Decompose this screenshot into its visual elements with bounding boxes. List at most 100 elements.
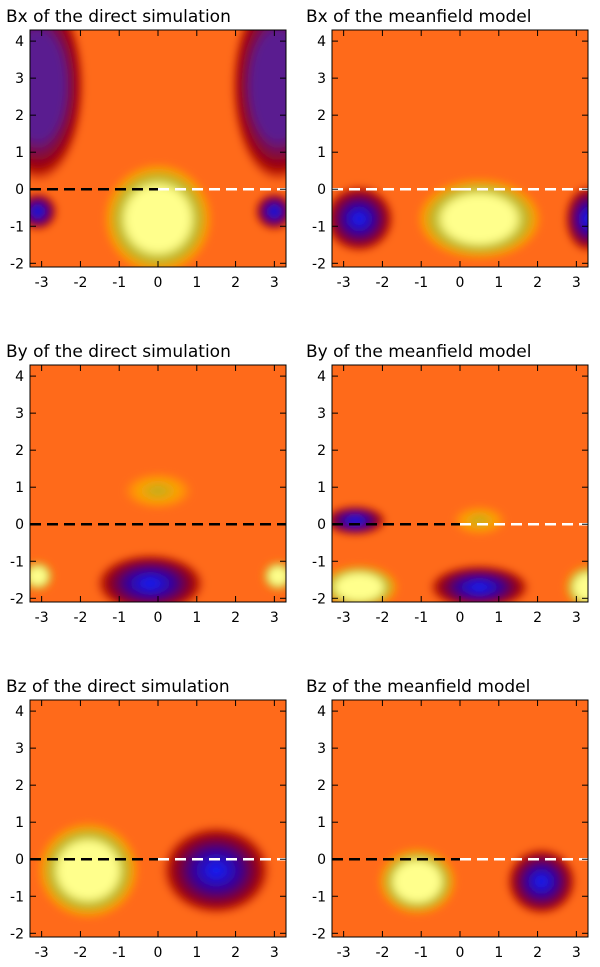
y-tick-label: -2 bbox=[312, 591, 326, 607]
x-tick-label: 3 bbox=[572, 275, 581, 291]
panel-by-of-the-direct-simulation: By of the direct simulation -3 -2 -1 0 1 2 3 -2 -… bbox=[6, 342, 287, 626]
heatmap-area bbox=[30, 30, 286, 267]
panel-title: Bx of the meanfield model bbox=[306, 7, 531, 27]
field-negative-blob bbox=[506, 848, 577, 915]
x-tick-label: -1 bbox=[414, 275, 428, 291]
x-tick-label: -1 bbox=[112, 275, 126, 291]
field-negative-blob bbox=[161, 825, 271, 915]
x-tick-label: 2 bbox=[231, 945, 240, 961]
x-tick-label: -3 bbox=[35, 610, 49, 626]
field-negative-blob bbox=[231, 30, 286, 182]
field-positive-blob bbox=[452, 505, 507, 536]
panel-by-of-the-meanfield-model: By of the meanfield model -3 -2 -1 0 1 2 3 -2 -1 0… bbox=[306, 342, 589, 626]
y-tick-label: 4 bbox=[317, 704, 326, 720]
x-tick-label: 3 bbox=[270, 610, 279, 626]
x-tick-label: 3 bbox=[270, 275, 279, 291]
x-tick-label: 2 bbox=[533, 945, 542, 961]
field-negative-blob bbox=[30, 30, 85, 182]
y-tick-label: 2 bbox=[317, 108, 326, 124]
field-positive-blob bbox=[378, 848, 457, 915]
y-tick-label: -1 bbox=[312, 219, 326, 235]
x-tick-label: -2 bbox=[375, 275, 389, 291]
x-tick-label: 1 bbox=[192, 275, 201, 291]
field-positive-blob bbox=[332, 564, 398, 602]
panel-title: Bz of the direct simulation bbox=[6, 677, 230, 697]
x-tick-label: 0 bbox=[456, 275, 465, 291]
heatmap-background bbox=[332, 365, 588, 602]
x-tick-label: 1 bbox=[494, 610, 503, 626]
y-tick-label: 0 bbox=[317, 852, 326, 868]
y-tick-label: 1 bbox=[15, 480, 24, 496]
panel-title: Bz of the meanfield model bbox=[306, 677, 530, 697]
y-tick-label: 0 bbox=[15, 852, 24, 868]
x-tick-label: -3 bbox=[337, 610, 351, 626]
x-tick-label: 2 bbox=[231, 610, 240, 626]
field-negative-blob bbox=[428, 564, 530, 602]
field-negative-blob bbox=[254, 192, 286, 230]
heatmap-area bbox=[30, 700, 286, 937]
x-tick-label: 2 bbox=[231, 275, 240, 291]
x-tick-label: 0 bbox=[154, 945, 163, 961]
panel-title: By of the direct simulation bbox=[6, 342, 231, 362]
y-tick-label: 2 bbox=[317, 443, 326, 459]
x-tick-label: 3 bbox=[270, 945, 279, 961]
x-tick-label: 2 bbox=[533, 275, 542, 291]
field-positive-blob bbox=[123, 472, 193, 510]
panel-title: By of the meanfield model bbox=[306, 342, 531, 362]
y-tick-label: 4 bbox=[15, 369, 24, 385]
field-positive-blob bbox=[417, 178, 542, 260]
x-tick-label: 1 bbox=[494, 275, 503, 291]
y-tick-label: 1 bbox=[317, 815, 326, 831]
y-tick-label: 3 bbox=[15, 741, 24, 757]
x-tick-label: 0 bbox=[456, 945, 465, 961]
y-tick-label: 3 bbox=[317, 741, 326, 757]
y-tick-label: -2 bbox=[10, 256, 24, 272]
y-tick-label: -1 bbox=[10, 554, 24, 570]
x-tick-label: 1 bbox=[192, 945, 201, 961]
y-tick-label: 4 bbox=[15, 704, 24, 720]
field-positive-blob bbox=[30, 561, 54, 591]
y-tick-label: 4 bbox=[317, 369, 326, 385]
x-tick-label: -2 bbox=[375, 610, 389, 626]
panel-bx-of-the-meanfield-model: Bx of the meanfield model -3 -2 -1 0 1 2 3 -2 -1 0… bbox=[306, 7, 589, 291]
x-tick-label: -1 bbox=[112, 945, 126, 961]
x-tick-label: -2 bbox=[73, 945, 87, 961]
field-positive-blob bbox=[103, 163, 213, 267]
x-tick-label: 2 bbox=[533, 610, 542, 626]
y-tick-label: 1 bbox=[15, 815, 24, 831]
field-positive-blob bbox=[37, 822, 139, 919]
y-tick-label: 1 bbox=[317, 480, 326, 496]
heatmap-area bbox=[332, 365, 588, 602]
x-tick-label: -1 bbox=[414, 610, 428, 626]
y-tick-label: 4 bbox=[15, 34, 24, 50]
x-tick-label: 0 bbox=[154, 275, 163, 291]
x-tick-label: -3 bbox=[35, 275, 49, 291]
y-tick-label: 2 bbox=[15, 108, 24, 124]
y-tick-label: 3 bbox=[15, 71, 24, 87]
x-tick-label: -1 bbox=[112, 610, 126, 626]
x-tick-label: 3 bbox=[572, 610, 581, 626]
x-tick-label: -3 bbox=[35, 945, 49, 961]
y-tick-label: 2 bbox=[317, 778, 326, 794]
heatmap-area bbox=[332, 700, 588, 937]
panel-bx-of-the-direct-simulation: Bx of the direct simulation -3 -2 -1 0 1 2 3 -2 -… bbox=[6, 7, 287, 291]
y-tick-label: 2 bbox=[15, 443, 24, 459]
y-tick-label: 3 bbox=[317, 71, 326, 87]
x-tick-label: 0 bbox=[154, 610, 163, 626]
field-negative-blob bbox=[332, 185, 395, 253]
field-negative-blob bbox=[332, 505, 387, 536]
y-tick-label: 4 bbox=[317, 34, 326, 50]
field-negative-blob bbox=[95, 553, 205, 602]
y-tick-label: 1 bbox=[15, 145, 24, 161]
x-tick-label: -2 bbox=[73, 610, 87, 626]
y-tick-label: -1 bbox=[10, 219, 24, 235]
field-positive-blob bbox=[262, 561, 286, 591]
field-negative-blob bbox=[30, 192, 58, 230]
heatmap-area bbox=[332, 30, 588, 267]
x-tick-label: 1 bbox=[494, 945, 503, 961]
y-tick-label: 0 bbox=[317, 182, 326, 198]
x-tick-label: -3 bbox=[337, 945, 351, 961]
x-tick-label: 3 bbox=[572, 945, 581, 961]
y-tick-label: 0 bbox=[15, 517, 24, 533]
